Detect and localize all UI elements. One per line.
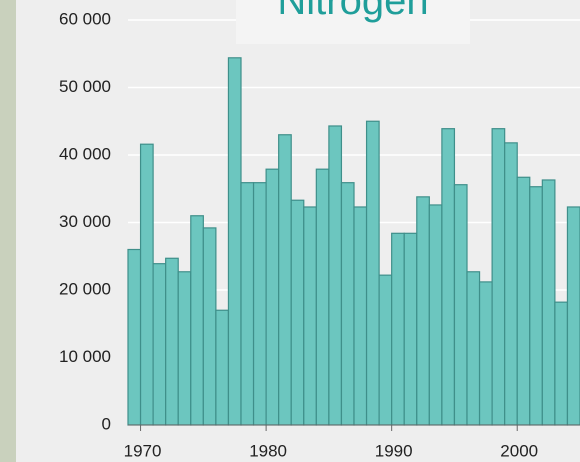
bar: [290, 199, 305, 426]
bar: [278, 134, 292, 426]
bar: [554, 301, 569, 426]
bar: [328, 125, 343, 426]
bar: [152, 263, 167, 426]
x-tick-label: 2000: [500, 441, 538, 460]
bar: [378, 274, 393, 426]
bar: [428, 204, 443, 426]
bar: [541, 179, 556, 426]
bar: [252, 182, 267, 426]
bar: [139, 143, 154, 426]
bar: [365, 120, 380, 426]
chart-title: Nitrogen: [277, 0, 428, 23]
bar: [453, 184, 468, 426]
bar: [516, 176, 531, 426]
bar: [202, 227, 217, 426]
bar: [504, 142, 518, 426]
bar: [190, 215, 204, 426]
y-tick-label: 10 000: [59, 347, 111, 366]
bar: [478, 281, 493, 426]
bar: [466, 271, 481, 426]
y-tick-label: 20 000: [59, 279, 111, 298]
bar: [529, 186, 543, 426]
y-tick-label: 30 000: [59, 212, 111, 231]
bar: [165, 257, 179, 426]
x-tick-label: 1990: [375, 441, 413, 460]
bar: [227, 57, 242, 426]
title-box: [236, 0, 470, 44]
bar: [177, 271, 192, 426]
y-tick-label: 40 000: [59, 144, 111, 163]
bar: [353, 206, 368, 426]
bar: [491, 128, 506, 426]
bar: [240, 182, 255, 426]
bar: [215, 309, 230, 426]
bar: [265, 168, 280, 426]
bar: [315, 168, 330, 426]
bar: [391, 232, 405, 426]
bar: [416, 196, 430, 426]
y-tick-label: 0: [102, 414, 111, 433]
x-tick-label: 1970: [124, 441, 162, 460]
y-tick-label: 50 000: [59, 77, 111, 96]
x-tick-label: 1980: [249, 441, 287, 460]
bar: [303, 206, 317, 426]
y-tick-label: 60 000: [59, 9, 111, 28]
side-strip: [0, 0, 16, 462]
bar: [340, 182, 355, 426]
bar: [127, 248, 142, 426]
bar: [566, 206, 580, 426]
bar: [441, 128, 456, 426]
bar: [403, 232, 418, 426]
